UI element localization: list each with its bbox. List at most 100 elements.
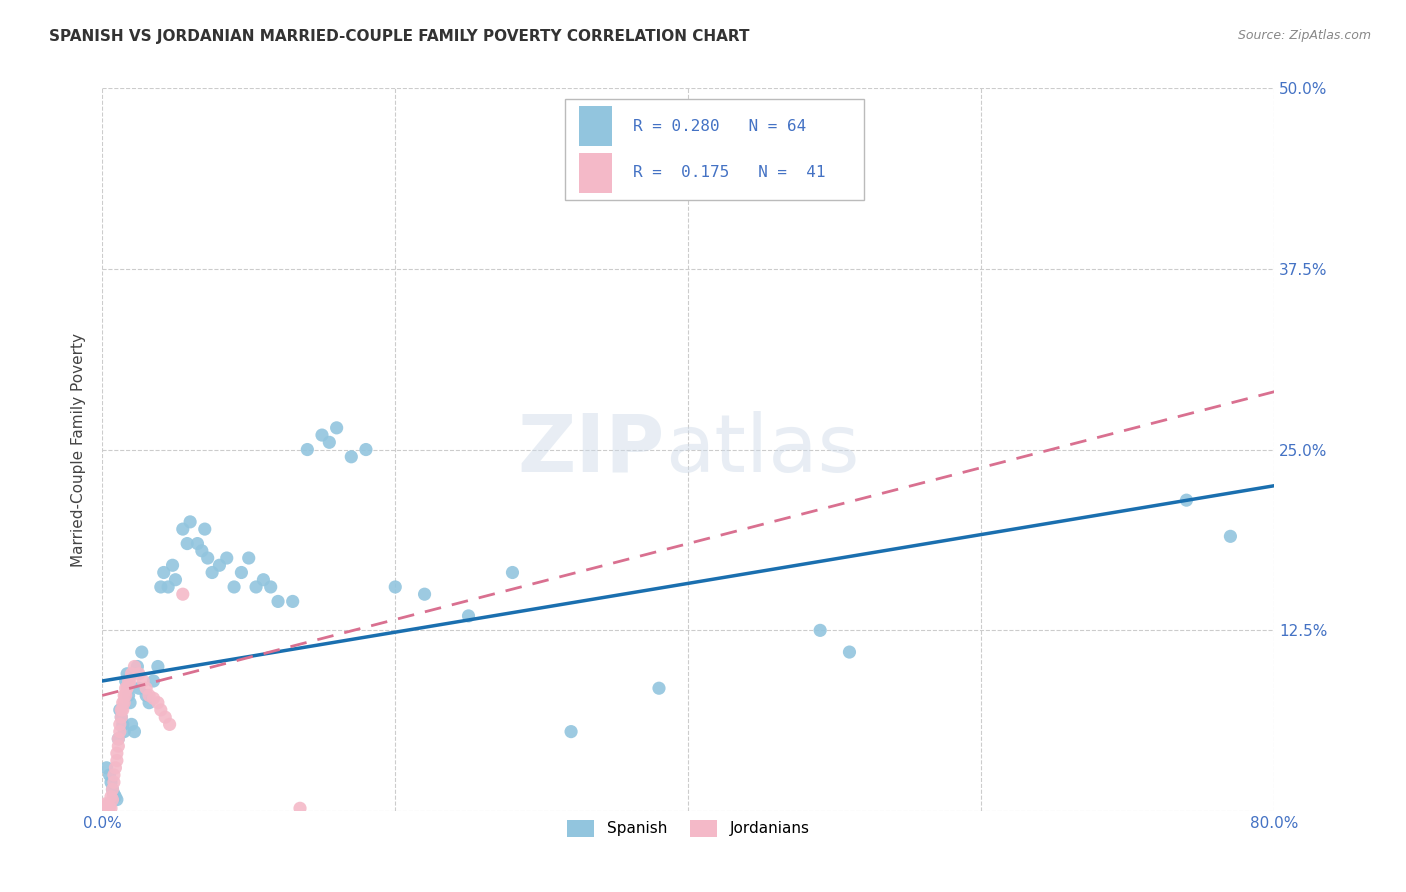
Point: [267, 594, 290, 608]
Point: [111, 696, 134, 710]
Point: [103, 787, 125, 801]
Point: [208, 558, 231, 573]
Point: [186, 536, 208, 550]
Point: [176, 536, 198, 550]
Point: [165, 573, 187, 587]
Point: [105, 754, 128, 768]
Point: [114, 673, 136, 688]
Point: [215, 551, 238, 566]
Point: [101, 792, 124, 806]
Point: [201, 566, 224, 580]
Point: [1175, 493, 1198, 508]
Point: [96, 761, 118, 775]
Point: [179, 515, 201, 529]
Point: [238, 551, 260, 566]
Point: [124, 724, 146, 739]
Point: [117, 689, 139, 703]
Point: [1219, 529, 1241, 543]
Point: [191, 543, 214, 558]
Y-axis label: Married-Couple Family Poverty: Married-Couple Family Poverty: [72, 333, 86, 566]
Point: [98, 768, 121, 782]
Point: [127, 659, 149, 673]
Point: [501, 566, 523, 580]
Point: [297, 442, 319, 457]
Point: [135, 689, 157, 703]
Point: [172, 522, 194, 536]
Point: [108, 724, 131, 739]
Point: [142, 673, 165, 688]
Point: [260, 580, 283, 594]
Point: [252, 573, 274, 587]
Point: [94, 797, 117, 811]
Point: [107, 731, 129, 746]
Point: [318, 435, 340, 450]
Point: [100, 775, 122, 789]
Point: [105, 792, 128, 806]
Point: [112, 696, 135, 710]
Point: [128, 666, 150, 681]
FancyBboxPatch shape: [565, 99, 865, 200]
Point: [107, 739, 129, 753]
Point: [281, 594, 304, 608]
Point: [231, 566, 253, 580]
Point: [288, 801, 311, 815]
Point: [311, 428, 333, 442]
Point: [118, 673, 141, 688]
Point: [131, 645, 153, 659]
Bar: [579, 106, 612, 146]
Point: [648, 681, 671, 696]
Text: Source: ZipAtlas.com: Source: ZipAtlas.com: [1237, 29, 1371, 42]
Point: [194, 522, 217, 536]
Point: [105, 747, 128, 761]
Text: ZIP: ZIP: [517, 410, 665, 489]
Point: [149, 580, 172, 594]
Point: [96, 798, 118, 813]
Point: [101, 782, 124, 797]
Point: [354, 442, 377, 457]
Point: [135, 681, 157, 696]
Point: [112, 689, 135, 703]
Point: [560, 724, 582, 739]
Point: [110, 710, 132, 724]
Point: [104, 761, 127, 775]
Point: [103, 775, 125, 789]
Point: [138, 696, 160, 710]
Text: R = 0.280   N = 64: R = 0.280 N = 64: [633, 119, 807, 134]
Point: [111, 703, 134, 717]
Point: [138, 689, 160, 703]
Point: [128, 681, 150, 696]
Point: [325, 421, 347, 435]
Point: [117, 673, 139, 688]
Point: [146, 696, 169, 710]
Text: R =  0.175   N =  41: R = 0.175 N = 41: [633, 165, 825, 180]
Point: [155, 710, 177, 724]
Point: [115, 681, 138, 696]
Point: [132, 673, 155, 688]
Point: [152, 566, 174, 580]
Point: [808, 624, 831, 638]
Point: [108, 717, 131, 731]
Point: [159, 717, 181, 731]
Point: [121, 717, 143, 731]
Point: [146, 659, 169, 673]
Point: [111, 717, 134, 731]
Point: [101, 782, 124, 797]
Text: SPANISH VS JORDANIAN MARRIED-COUPLE FAMILY POVERTY CORRELATION CHART: SPANISH VS JORDANIAN MARRIED-COUPLE FAMI…: [49, 29, 749, 44]
Point: [121, 666, 143, 681]
Point: [100, 789, 122, 804]
Point: [197, 551, 219, 566]
Point: [97, 800, 120, 814]
Point: [413, 587, 436, 601]
Bar: [579, 153, 612, 193]
Point: [115, 666, 138, 681]
Point: [124, 659, 146, 673]
Point: [100, 801, 122, 815]
Point: [142, 691, 165, 706]
Point: [222, 580, 245, 594]
Point: [110, 703, 132, 717]
Point: [114, 689, 136, 703]
Point: [104, 789, 127, 804]
Point: [384, 580, 406, 594]
Point: [114, 681, 136, 696]
Point: [98, 800, 121, 814]
